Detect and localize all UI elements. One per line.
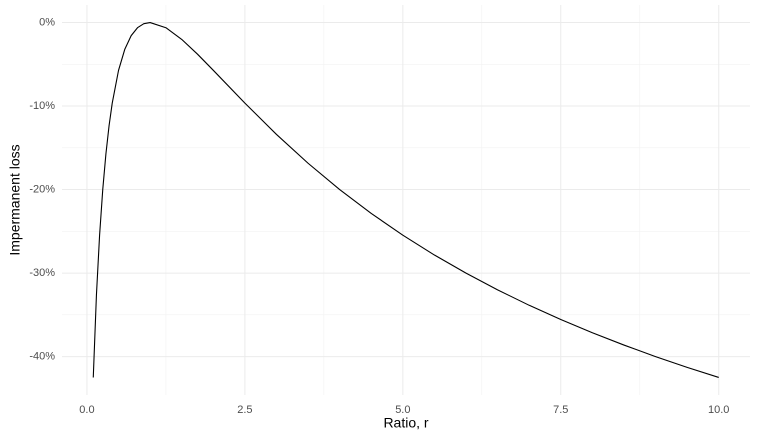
x-tick-label: 10.0 <box>708 404 729 416</box>
y-tick-label: -30% <box>29 267 55 279</box>
y-axis-title: Impermanent loss <box>7 144 23 255</box>
x-axis-title: Ratio, r <box>383 415 428 431</box>
y-tick-label: 0% <box>39 16 55 28</box>
line <box>92 21 719 378</box>
x-tick-label: 2.5 <box>237 404 252 416</box>
x-tick-label: 0.0 <box>79 404 94 416</box>
y-tick-label: -10% <box>29 100 55 112</box>
y-tick-label: -20% <box>29 183 55 195</box>
y-tick-label: -40% <box>29 350 55 362</box>
x-tick-label: 5.0 <box>395 404 410 416</box>
x-tick-label: 7.5 <box>553 404 568 416</box>
